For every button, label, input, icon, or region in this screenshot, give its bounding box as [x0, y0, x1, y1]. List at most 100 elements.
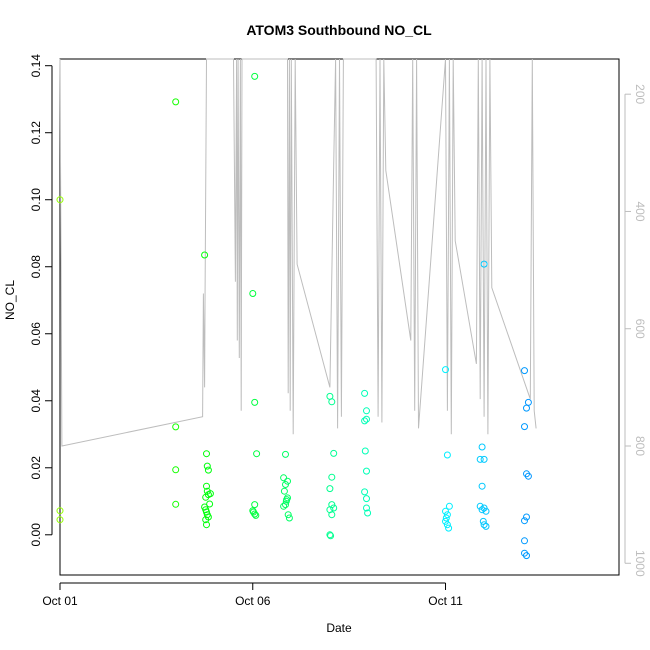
data-point: [443, 521, 451, 529]
data-point: [480, 521, 488, 529]
data-point: [445, 502, 453, 510]
data-point: [442, 366, 449, 374]
data-point: [327, 532, 335, 540]
data-point: [521, 367, 528, 375]
data-point: [482, 507, 490, 515]
secondary-series-layer: [59, 58, 537, 447]
y-tick-label: 0.04: [29, 389, 43, 413]
data-point: [524, 472, 532, 480]
y2-tick-label: 200: [633, 84, 647, 104]
y-tick-label: 0.10: [29, 188, 43, 212]
data-point: [280, 487, 288, 495]
chart-title: ATOM3 Southbound NO_CL: [246, 22, 432, 38]
data-point: [363, 415, 370, 423]
data-point: [56, 507, 64, 515]
data-point: [361, 488, 369, 496]
data-point: [172, 466, 180, 474]
data-point: [478, 506, 486, 514]
secondary-series-line: [59, 58, 537, 447]
data-point: [328, 473, 336, 481]
y2-tick-label: 600: [633, 319, 647, 339]
data-point: [521, 537, 528, 545]
y-axis-label: NO_CL: [3, 280, 17, 320]
data-point: [443, 511, 451, 519]
data-point: [56, 516, 64, 524]
y2-tick-label: 800: [633, 436, 647, 456]
data-point: [282, 501, 289, 509]
data-point: [284, 494, 291, 502]
data-point: [251, 398, 259, 406]
data-point: [252, 511, 260, 519]
data-point: [364, 509, 372, 517]
data-point: [284, 511, 292, 519]
data-point: [282, 497, 290, 505]
data-point: [523, 552, 530, 560]
data-point: [330, 504, 338, 512]
data-point: [202, 516, 210, 524]
y-tick-label: 0.08: [29, 255, 43, 279]
data-point: [328, 511, 336, 519]
axes-layer: Oct 01 Oct 06 Oct 11 0.00 0.02 0.04 0.06 0.08 0.…: [29, 54, 647, 608]
data-point: [328, 398, 336, 406]
data-point: [361, 447, 369, 455]
y-tick-label: 0.12: [29, 121, 43, 145]
data-point: [523, 513, 530, 521]
x-tick-label: Oct 11: [428, 594, 463, 608]
data-point: [442, 507, 449, 515]
y-tick-label: 0.00: [29, 523, 43, 547]
y-tick-label: 0.14: [29, 54, 43, 78]
data-point: [476, 502, 484, 510]
data-point: [206, 500, 214, 508]
data-point: [203, 462, 211, 470]
data-point: [203, 482, 210, 490]
data-point: [172, 98, 180, 106]
data-point: [282, 450, 289, 458]
data-point: [476, 455, 484, 463]
data-point: [524, 398, 532, 406]
data-point: [285, 514, 293, 522]
data-point: [56, 196, 64, 204]
y-tick-label: 0.02: [29, 456, 43, 480]
data-point: [201, 251, 209, 259]
data-point: [521, 423, 528, 431]
data-point: [253, 450, 261, 458]
data-point: [251, 510, 259, 518]
data-point: [203, 450, 210, 458]
data-point: [478, 482, 486, 490]
data-point: [480, 260, 488, 268]
data-point: [363, 504, 370, 512]
data-point: [326, 485, 334, 493]
data-point: [523, 404, 530, 412]
data-point: [363, 467, 370, 475]
data-point: [251, 501, 259, 509]
data-point: [330, 449, 338, 457]
y2-tick-label: 400: [633, 201, 647, 221]
data-point: [204, 466, 212, 474]
data-point: [363, 495, 370, 503]
data-point: [478, 443, 486, 451]
data-point: [361, 389, 369, 397]
data-point: [445, 524, 453, 532]
data-point: [326, 531, 334, 539]
data-point: [482, 522, 490, 530]
x-tick-label: Oct 01: [42, 594, 78, 608]
data-point: [363, 407, 370, 415]
x-tick-label: Oct 06: [235, 594, 271, 608]
y-tick-label: 0.06: [29, 322, 43, 346]
data-point: [203, 521, 210, 529]
data-point: [280, 474, 288, 482]
data-point: [442, 514, 450, 522]
data-point: [172, 423, 180, 431]
data-point: [361, 417, 369, 425]
data-point: [521, 517, 528, 525]
y2-tick-label: 1000: [633, 550, 647, 577]
data-point: [251, 72, 259, 80]
x-axis-label: Date: [326, 621, 352, 635]
data-point: [172, 500, 180, 508]
data-point: [284, 477, 291, 485]
data-point: [480, 455, 488, 463]
points-layer: [56, 72, 532, 560]
data-point: [443, 451, 451, 459]
data-point: [206, 490, 214, 498]
